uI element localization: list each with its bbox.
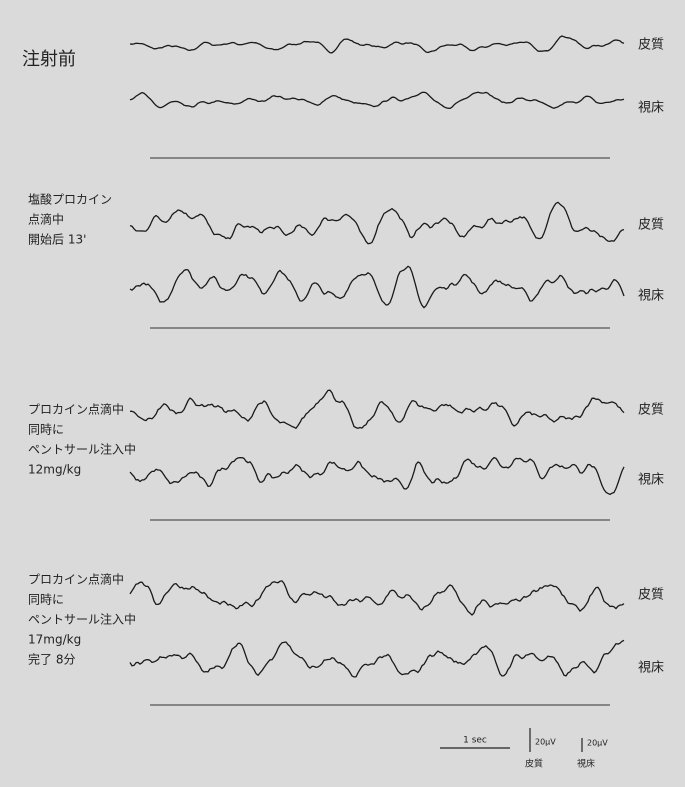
figure: 注射前皮質視床塩酸プロカイン点滴中開始后 13'皮質視床プロカイン点滴中同時にペ… <box>0 0 685 787</box>
panel-label: 注射前 <box>22 49 76 70</box>
panel-label: 12mg/kg <box>28 463 81 477</box>
amp-label-cortex: 20μV <box>535 738 556 747</box>
panel-label: ペントサール注入中 <box>28 442 136 457</box>
trace-label: 視床 <box>638 473 664 488</box>
thalamus-label: 視床 <box>577 758 595 770</box>
trace-label: 皮質 <box>638 218 664 233</box>
panel-label: 塩酸プロカイン <box>28 192 112 207</box>
panel-label: ペントサール注入中 <box>28 612 136 627</box>
cortex-label: 皮質 <box>525 758 543 770</box>
trace-label: 皮質 <box>638 403 664 418</box>
panel-label: 同時に <box>28 593 64 607</box>
panel-label: 点滴中 <box>28 212 64 227</box>
trace-label: 視床 <box>638 101 664 116</box>
trace-label: 視床 <box>638 289 664 304</box>
panel-label: 同時に <box>28 423 64 437</box>
paper-background <box>0 0 685 787</box>
panel-label: 完了 8分 <box>28 652 75 667</box>
time-label: 1 sec <box>463 736 487 746</box>
trace-label: 皮質 <box>638 588 664 603</box>
panel-label: プロカイン点滴中 <box>28 402 124 417</box>
panel-label: プロカイン点滴中 <box>28 572 124 587</box>
panel-label: 開始后 13' <box>28 233 86 247</box>
trace-label: 視床 <box>638 661 664 676</box>
panel-label: 17mg/kg <box>28 633 81 647</box>
trace-label: 皮質 <box>638 38 664 53</box>
amp-label-thalamus: 20μV <box>587 739 608 748</box>
